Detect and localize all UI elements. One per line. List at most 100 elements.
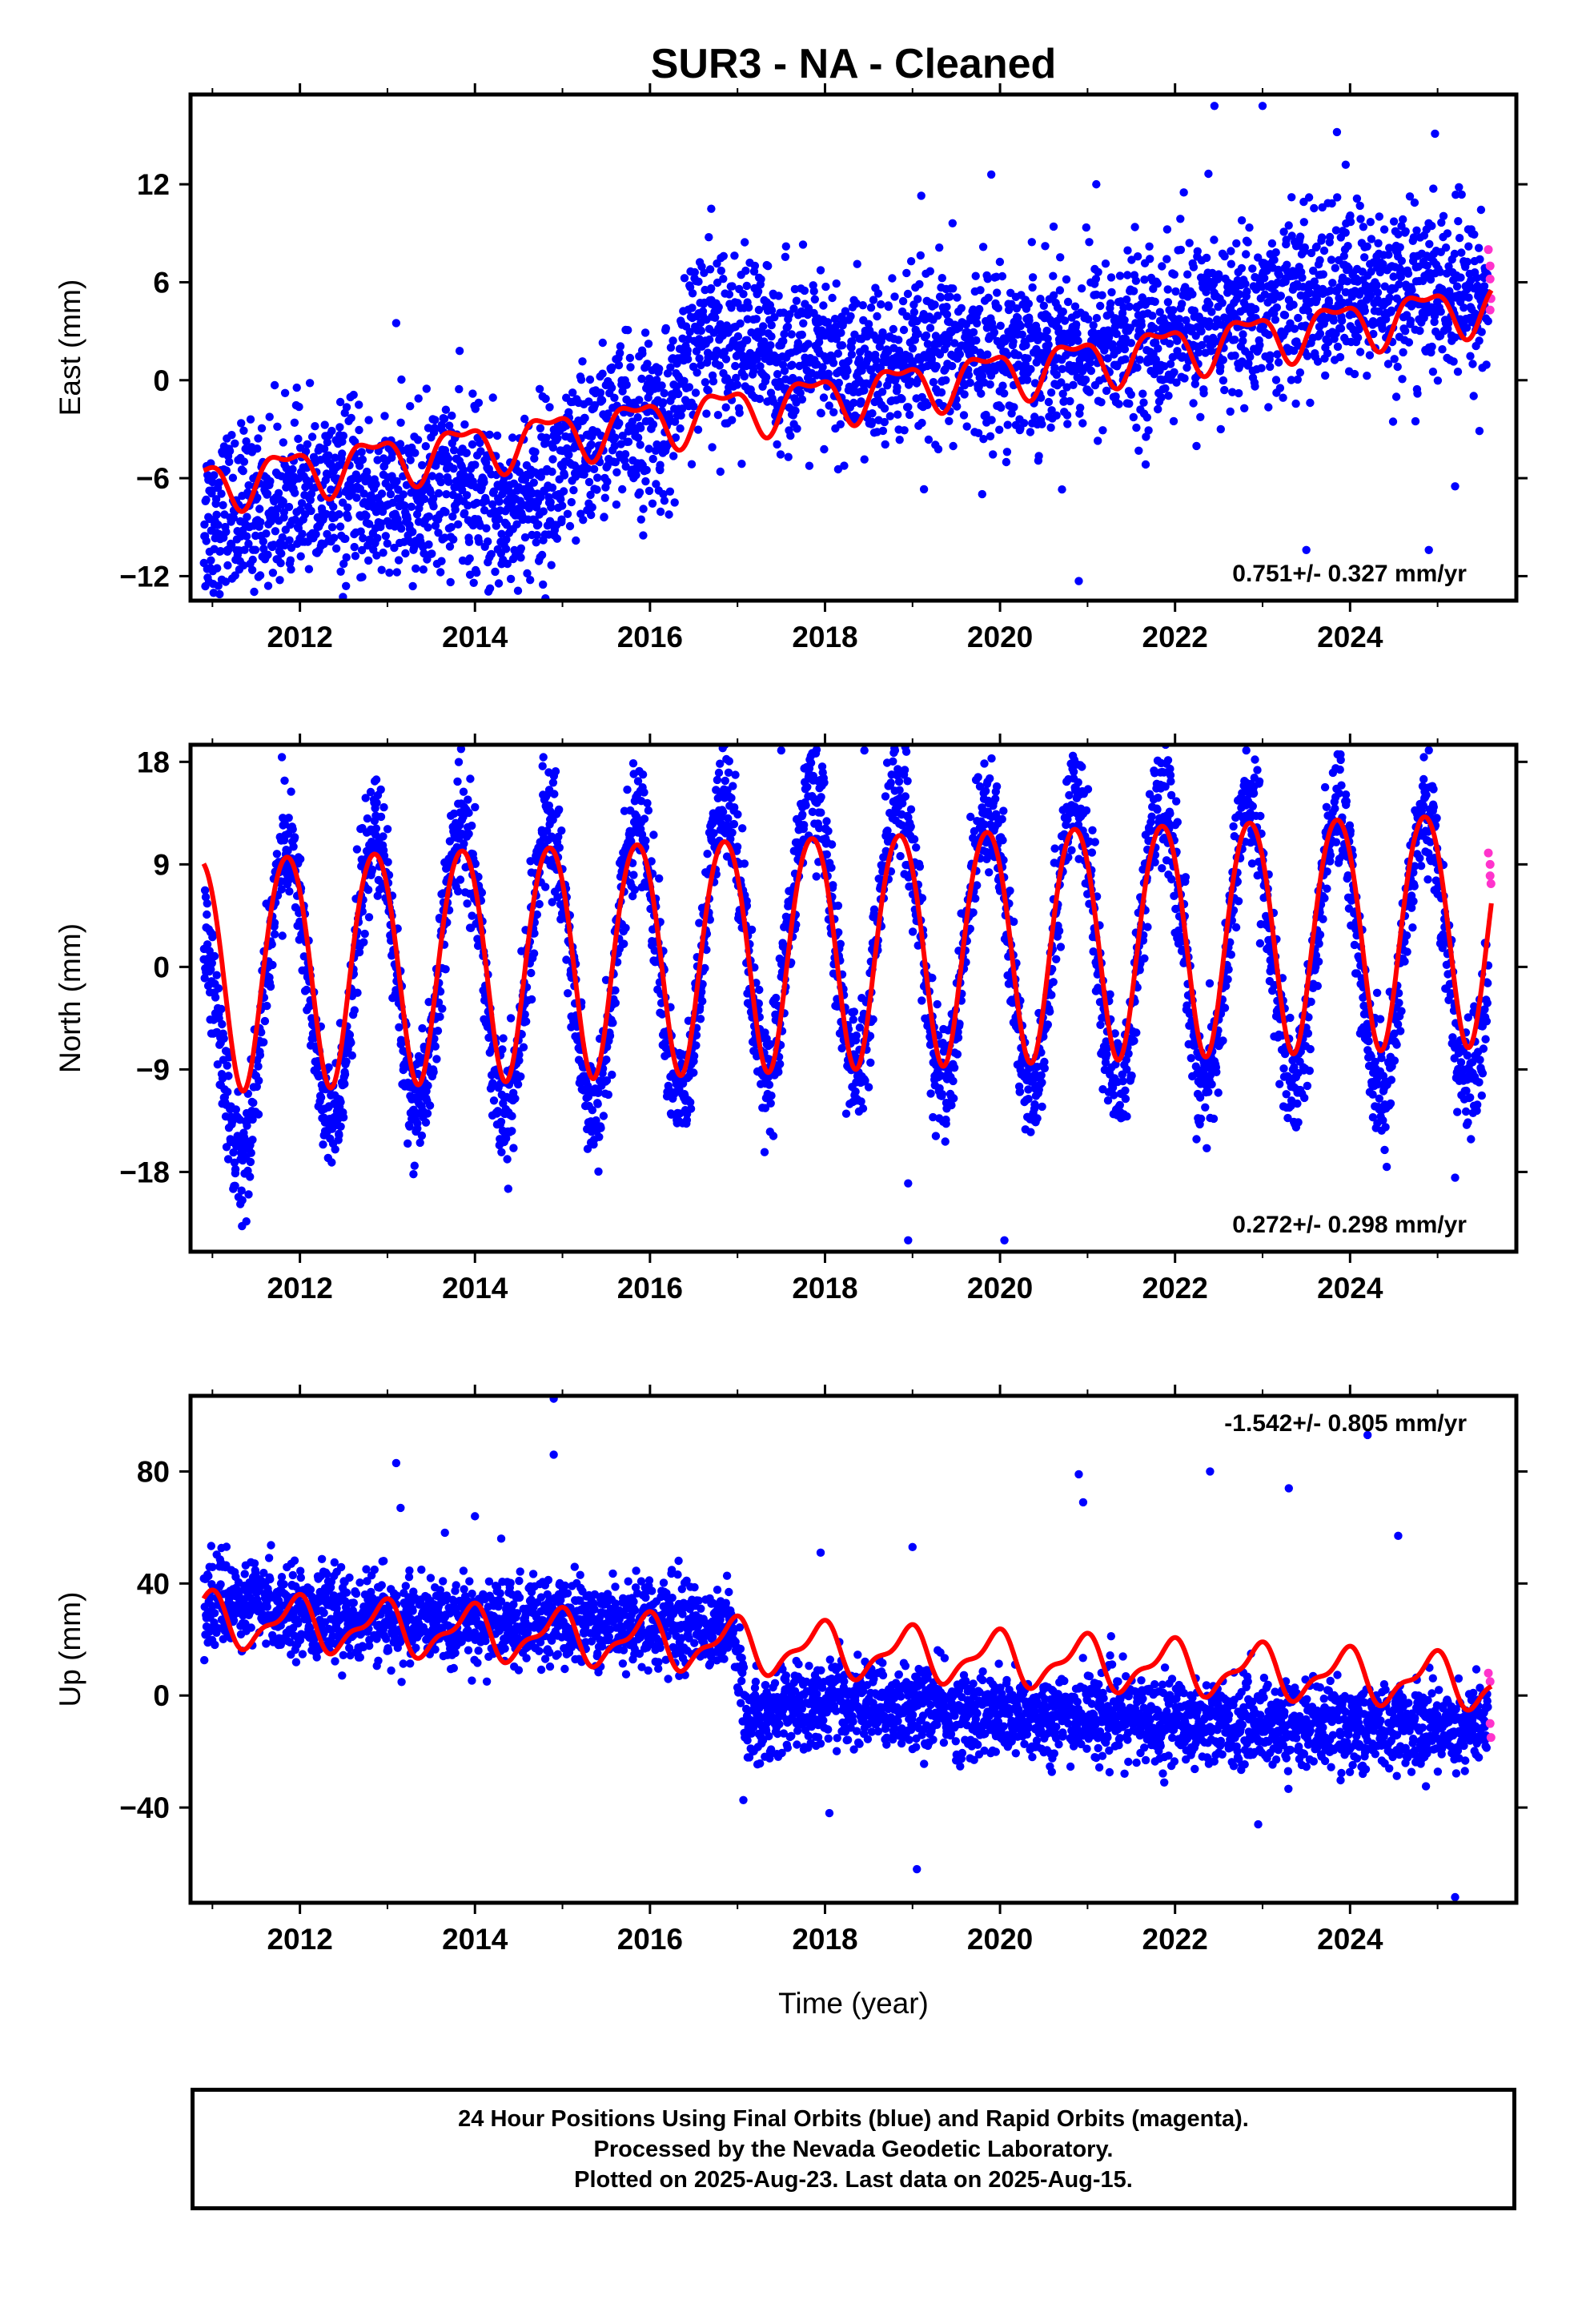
data-point [602, 1055, 611, 1064]
data-point [630, 885, 639, 895]
data-point [383, 858, 392, 866]
data-point [644, 444, 653, 453]
data-point [817, 408, 825, 418]
data-point [946, 292, 954, 301]
data-point [501, 545, 511, 553]
data-point [227, 431, 236, 440]
data-point [584, 477, 594, 487]
data-point [1142, 413, 1152, 422]
data-point [428, 472, 437, 480]
data-point [689, 402, 698, 411]
data-point [1089, 321, 1098, 330]
data-point [635, 488, 644, 497]
data-point [644, 340, 653, 348]
data-point [460, 420, 469, 429]
data-point [1237, 263, 1247, 273]
data-point [339, 559, 348, 569]
data-point [484, 537, 492, 546]
data-point [1391, 392, 1401, 401]
data-point [1359, 223, 1368, 231]
data-point [1360, 253, 1369, 262]
data-point [904, 403, 913, 412]
data-point [259, 545, 268, 553]
data-point [926, 267, 935, 275]
data-point [611, 433, 620, 442]
data-point [471, 404, 480, 413]
data-point [1433, 376, 1443, 385]
data-point [425, 1101, 435, 1110]
data-point [873, 289, 883, 298]
data-point [665, 412, 674, 421]
data-point [307, 432, 317, 441]
data-point [1044, 397, 1054, 407]
data-point [1157, 393, 1166, 402]
data-point [379, 832, 387, 841]
data-point [921, 331, 931, 340]
data-point [649, 830, 658, 839]
data-point [1399, 348, 1407, 357]
data-point [665, 510, 673, 519]
data-point [218, 1019, 227, 1029]
data-point [331, 453, 339, 462]
data-point [454, 758, 464, 766]
data-point [816, 266, 825, 275]
data-point [792, 296, 801, 305]
data-point [888, 274, 897, 283]
data-point [919, 485, 929, 494]
data-point [421, 442, 430, 451]
data-point [648, 499, 657, 508]
data-point [898, 296, 908, 306]
data-point [1470, 230, 1479, 239]
data-point [430, 424, 439, 432]
data-point [406, 456, 415, 464]
data-point [476, 438, 484, 448]
data-point [246, 1157, 255, 1167]
data-point [357, 448, 366, 456]
data-point [285, 887, 294, 896]
data-point [1328, 279, 1337, 287]
data-point [728, 282, 737, 291]
data-point [902, 268, 911, 278]
data-point [416, 1138, 424, 1148]
data-point [482, 524, 491, 533]
data-point [1333, 342, 1343, 352]
data-point [396, 418, 405, 427]
data-point [324, 451, 333, 460]
data-point [678, 404, 687, 413]
y-axis-label-east: East (mm) [54, 279, 86, 416]
data-point [636, 515, 645, 524]
data-point [316, 1093, 326, 1102]
data-point [644, 806, 653, 815]
data-point [401, 549, 410, 558]
data-point [1137, 320, 1146, 330]
data-point [340, 1070, 350, 1080]
data-point [329, 533, 339, 542]
outlier-point [986, 170, 996, 179]
data-point [1365, 351, 1375, 360]
y-tick-label: −12 [119, 560, 170, 593]
data-point [1027, 238, 1037, 247]
data-point [512, 520, 521, 529]
data-point [1131, 276, 1141, 285]
data-point [1464, 242, 1473, 251]
data-point [1255, 340, 1264, 350]
data-point [239, 561, 248, 570]
data-point [1243, 238, 1252, 247]
data-point [1125, 302, 1134, 312]
data-point [1403, 269, 1413, 278]
data-point [1235, 388, 1243, 398]
data-point [818, 363, 827, 372]
data-point [648, 454, 657, 464]
data-point [866, 304, 876, 312]
data-point [621, 923, 630, 933]
data-point [1246, 352, 1255, 361]
data-point [455, 347, 464, 356]
data-point [1205, 300, 1214, 309]
data-point [767, 320, 776, 330]
data-point [552, 534, 562, 543]
data-point [1474, 243, 1484, 252]
data-point [1062, 275, 1071, 284]
data-point [1385, 293, 1394, 302]
data-point [480, 478, 488, 487]
data-point [620, 939, 628, 948]
